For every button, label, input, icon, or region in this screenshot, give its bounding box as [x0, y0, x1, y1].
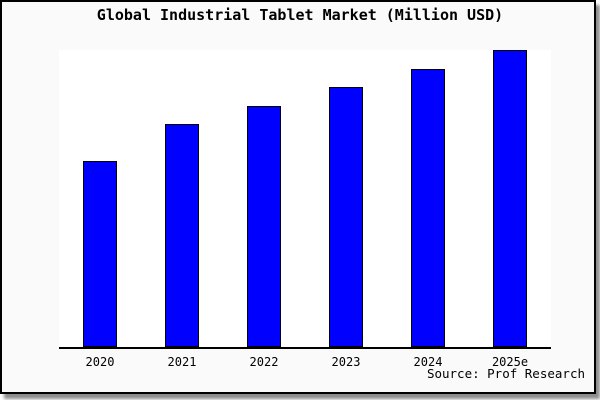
bar-2021: [165, 124, 199, 347]
source-note: Source: Prof Research: [426, 366, 585, 381]
x-axis-label-2023: 2023: [331, 355, 361, 369]
plot-area: [59, 50, 551, 349]
bar-2022: [247, 106, 281, 347]
bar-2024: [411, 69, 445, 347]
x-axis-label-2020: 2020: [85, 355, 115, 369]
chart-title: Global Industrial Tablet Market (Million…: [96, 6, 504, 24]
x-axis-label-2022: 2022: [249, 355, 279, 369]
x-axis-label-2025e: 2025e: [491, 355, 529, 369]
bar-2025e: [493, 50, 527, 347]
x-axis-label-2024: 2024: [413, 355, 443, 369]
bar-2023: [329, 87, 363, 347]
x-axis-label-2021: 2021: [167, 355, 197, 369]
x-axis-labels: 2020 2021 2022 2023 2024 2025e: [59, 355, 551, 370]
bar-2020: [83, 161, 117, 347]
